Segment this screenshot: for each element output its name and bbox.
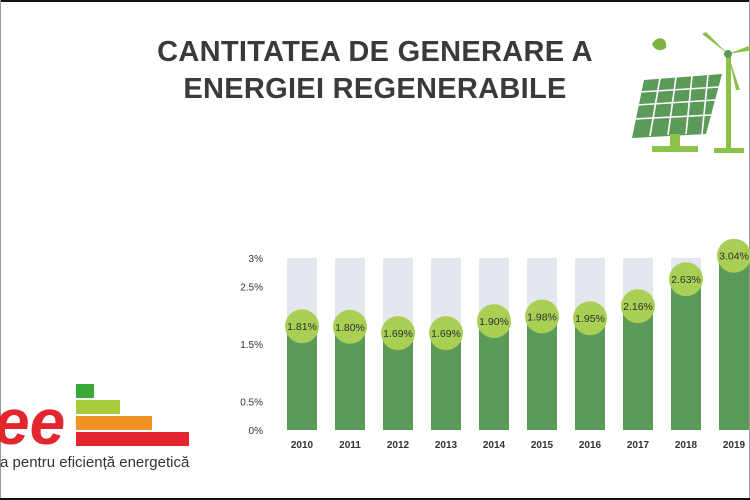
title-line-2: ENERGIEI REGENERABILE — [183, 73, 567, 105]
x-tick-label-2019: 2019 — [723, 440, 746, 451]
solar-wind-illustration-icon — [632, 32, 750, 153]
x-tick-label-2012: 2012 — [387, 440, 410, 451]
x-tick-label-2016: 2016 — [579, 440, 602, 451]
data-label-2018: 2.63% — [671, 274, 701, 286]
data-bubble-2014 — [477, 304, 511, 339]
data-label-2013: 1.69% — [431, 328, 461, 340]
bar-2010 — [287, 326, 317, 430]
data-label-2010: 1.81% — [287, 321, 317, 333]
bar-2016 — [575, 318, 605, 430]
bar-2017 — [623, 306, 653, 430]
data-label-2012: 1.69% — [383, 328, 413, 340]
data-bubble-2010 — [285, 309, 319, 344]
data-label-2011: 1.80% — [335, 322, 365, 334]
x-tick-label-2018: 2018 — [675, 440, 698, 451]
data-bubble-2017 — [621, 289, 655, 324]
page-title: CANTITATEA DE GENERARE A ENERGIEI REGENE… — [100, 34, 650, 108]
frame-left-border — [0, 0, 1, 500]
x-tick-label-2014: 2014 — [483, 440, 506, 451]
data-bubble-2018 — [669, 262, 703, 297]
data-label-2017: 2.16% — [623, 301, 653, 313]
frame-top-border — [0, 0, 750, 2]
data-bubble-2011 — [333, 309, 367, 344]
data-bubble-2015 — [525, 299, 559, 334]
title-line-1: CANTITATEA DE GENERARE A — [157, 36, 593, 68]
bar-2011 — [335, 326, 365, 430]
data-label-2015: 1.98% — [527, 311, 557, 323]
x-tick-label-2013: 2013 — [435, 440, 458, 451]
frame-bottom-border — [0, 498, 750, 500]
data-bubble-2012 — [381, 316, 415, 351]
x-tick-label-2010: 2010 — [291, 440, 314, 451]
data-bubble-2019 — [717, 238, 750, 273]
y-tick-label: 0.5% — [240, 397, 263, 408]
data-bubble-2016 — [573, 301, 607, 336]
data-bubble-2013 — [429, 316, 463, 351]
logo-bar-red — [76, 432, 189, 446]
energy-efficiency-logo: ee — [0, 384, 189, 458]
tagline: a pentru eficiență energetică — [0, 454, 190, 471]
logo-bar-green — [76, 384, 94, 398]
x-tick-label-2017: 2017 — [627, 440, 650, 451]
y-tick-label: 0% — [249, 426, 264, 437]
y-tick-label: 1.5% — [240, 340, 263, 351]
logo-bar-orange — [76, 416, 152, 430]
y-tick-label: 2.5% — [240, 283, 263, 294]
bar-2018 — [671, 279, 701, 430]
logo-ee-text: ee — [0, 386, 65, 458]
y-tick-label: 3% — [249, 254, 264, 265]
x-tick-label-2015: 2015 — [531, 440, 554, 451]
data-label-2014: 1.90% — [479, 316, 509, 328]
data-label-2016: 1.95% — [575, 313, 605, 325]
logo-bar-light-green — [76, 400, 120, 414]
bar-2014 — [479, 321, 509, 430]
x-tick-label-2011: 2011 — [339, 440, 361, 451]
bar-2015 — [527, 316, 557, 430]
bar-2019 — [719, 255, 749, 430]
data-label-2019: 3.04% — [719, 251, 749, 263]
